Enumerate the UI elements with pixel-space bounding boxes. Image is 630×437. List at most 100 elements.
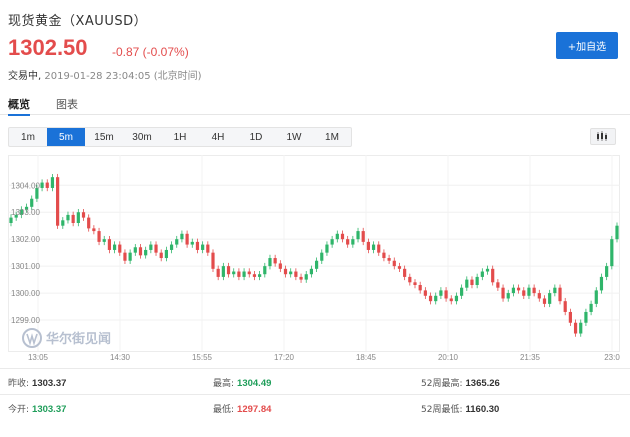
candle xyxy=(537,289,541,302)
tab-chart[interactable]: 图表 xyxy=(56,98,78,111)
candle xyxy=(340,230,345,243)
candle-body xyxy=(584,311,588,323)
candle-body xyxy=(149,244,153,250)
candle xyxy=(112,241,117,254)
period-15m[interactable]: 15m xyxy=(94,131,114,143)
candle-body xyxy=(548,293,552,304)
candle xyxy=(522,287,526,300)
trading-status-time: 2019-01-28 23:04:05 (北京时间) xyxy=(44,71,202,82)
candle-body xyxy=(320,252,324,261)
candle xyxy=(377,241,381,256)
stat-value: 1304.49 xyxy=(237,378,272,389)
period-1mo[interactable]: 1M xyxy=(325,131,339,143)
candle xyxy=(553,284,557,297)
candle xyxy=(423,287,427,300)
candle xyxy=(480,268,484,281)
candle-body xyxy=(465,279,469,288)
candle xyxy=(221,262,225,281)
candle xyxy=(392,257,396,270)
period-1m[interactable]: 1m xyxy=(21,131,35,143)
candle-body xyxy=(50,177,55,188)
candle-body xyxy=(480,271,484,277)
candle xyxy=(491,265,495,286)
candle-body xyxy=(118,244,122,253)
candle-body xyxy=(107,239,112,250)
period-1d[interactable]: 1D xyxy=(249,131,263,143)
candles xyxy=(9,173,619,337)
candle xyxy=(589,300,593,316)
candle-body xyxy=(340,233,345,240)
add-to-watchlist-button[interactable]: +加自选 xyxy=(556,32,618,59)
tab-overview[interactable]: 概览 xyxy=(8,98,30,116)
candle-body xyxy=(475,276,479,285)
candle-body xyxy=(45,182,49,188)
stat-value: 1365.26 xyxy=(465,378,500,389)
candle xyxy=(133,244,137,256)
candle-body xyxy=(180,233,184,240)
stat-value: 1303.37 xyxy=(32,378,67,389)
x-tick-label: 21:35 xyxy=(520,353,541,362)
candle-body xyxy=(144,249,148,256)
candle xyxy=(154,241,158,256)
candle-body xyxy=(371,244,376,250)
candle-body xyxy=(283,268,288,275)
candle xyxy=(439,287,443,300)
candle-body xyxy=(273,258,277,264)
candle xyxy=(397,262,402,273)
candle-body xyxy=(40,182,44,188)
candle xyxy=(496,279,500,291)
current-price: 1302.50 xyxy=(8,35,88,60)
candle xyxy=(149,241,153,254)
trading-status: 交易中, 2019-01-28 23:04:05 (北京时间) xyxy=(8,67,202,82)
stat-label: 昨收: xyxy=(8,379,30,389)
candle xyxy=(465,276,469,291)
candle-body xyxy=(35,187,39,199)
candle-body xyxy=(346,239,350,245)
period-5m[interactable]: 5m xyxy=(47,128,85,146)
candle xyxy=(164,246,168,262)
stat-prev-close: 昨收: 1303.37 xyxy=(8,376,66,389)
candle-body xyxy=(434,295,438,302)
candle xyxy=(185,230,189,248)
candle-body xyxy=(247,271,251,275)
candle xyxy=(382,249,386,262)
candle-body xyxy=(263,266,267,275)
chart-type-button[interactable] xyxy=(590,128,616,145)
stat-label: 52周最高: xyxy=(421,379,463,389)
candle-body xyxy=(138,247,143,256)
candle-body xyxy=(112,244,117,250)
period-1h[interactable]: 1H xyxy=(173,131,187,143)
chart-grid xyxy=(8,155,620,352)
price-chart[interactable]: 华尔街见闻 1299.00 1300.00 1301.00 1302.00 1303.0… xyxy=(8,155,620,363)
candle-body xyxy=(356,231,360,240)
candle-body xyxy=(485,268,490,272)
candle-body xyxy=(605,266,609,277)
candle xyxy=(9,214,13,227)
candle xyxy=(387,254,391,264)
candle xyxy=(309,265,314,278)
stat-low: 最低: 1297.84 xyxy=(213,402,271,415)
candle xyxy=(454,292,459,305)
period-30m[interactable]: 30m xyxy=(132,131,152,143)
candle xyxy=(237,268,241,281)
candle xyxy=(35,184,39,202)
stats-row: 今开: 1303.37 最低: 1297.84 52周最低: 1160.30 xyxy=(0,394,630,420)
candle xyxy=(92,225,96,235)
stat-52w-low: 52周最低: 1160.30 xyxy=(421,402,499,415)
candle xyxy=(470,276,474,289)
candle-body xyxy=(330,239,334,245)
candle-body xyxy=(387,258,391,261)
candle xyxy=(283,265,288,278)
candle xyxy=(258,270,262,281)
candle-body xyxy=(558,287,562,302)
candle-body xyxy=(470,279,474,285)
candle-body xyxy=(268,258,272,267)
candle-body xyxy=(128,252,132,261)
candle-body xyxy=(76,212,80,223)
candle xyxy=(71,211,75,227)
candle xyxy=(81,208,86,221)
period-1w[interactable]: 1W xyxy=(286,131,302,143)
period-4h[interactable]: 4H xyxy=(211,131,225,143)
candle xyxy=(568,308,572,326)
candle xyxy=(599,273,604,294)
